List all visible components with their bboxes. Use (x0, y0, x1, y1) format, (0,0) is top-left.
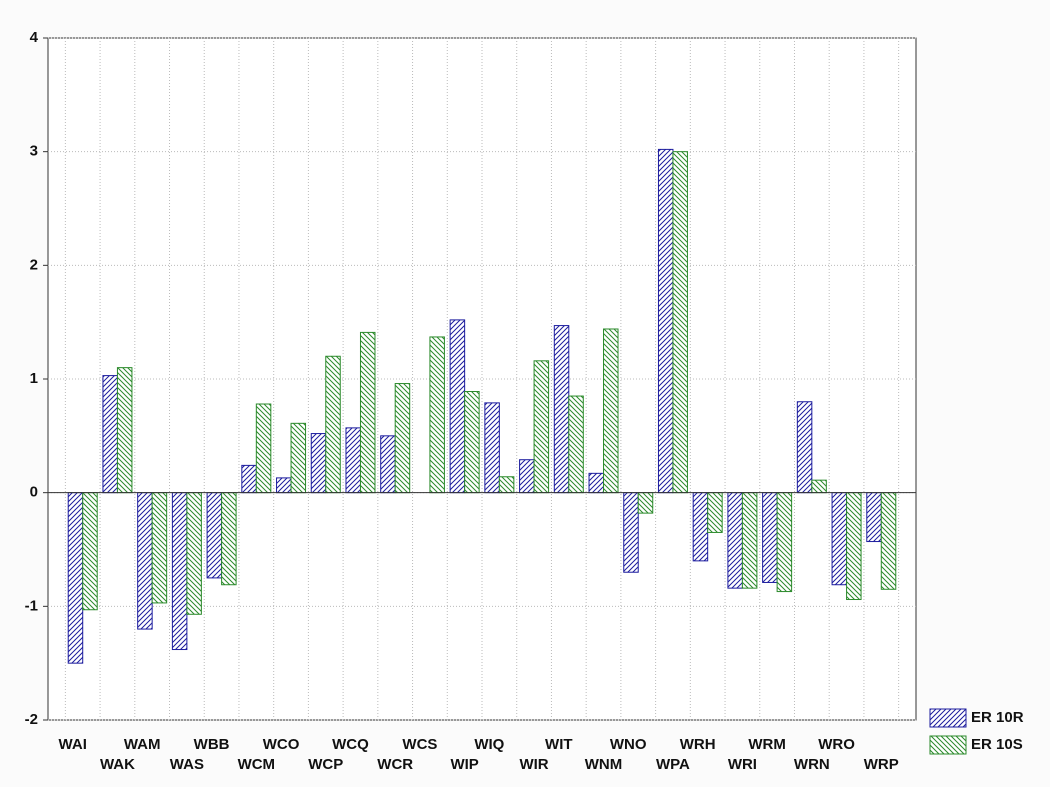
x-tick-label: WPA (656, 756, 690, 773)
bar (727, 492, 743, 589)
bar (255, 403, 272, 494)
bar (186, 492, 202, 615)
x-tick-label: WRI (728, 756, 757, 773)
bar (811, 479, 827, 494)
bar (380, 435, 396, 494)
bar (623, 492, 639, 573)
bar (290, 422, 307, 494)
bar (776, 492, 793, 593)
x-tick-label: WIP (450, 756, 478, 773)
bar (692, 492, 709, 562)
x-tick-label: WNM (585, 756, 623, 773)
y-tick-label: -1 (25, 597, 38, 614)
x-tick-label: WRH (680, 736, 716, 753)
bar (880, 492, 897, 590)
x-tick-label: WCO (263, 736, 300, 753)
bar (67, 492, 84, 664)
x-tick-label: WCR (377, 756, 413, 773)
bar (241, 464, 257, 494)
x-tick-label: WRO (818, 736, 855, 753)
x-tick-label: WCM (238, 756, 276, 773)
x-tick-label: WRM (748, 736, 786, 753)
x-tick-label: WIR (519, 756, 548, 773)
bar (637, 492, 654, 514)
bar (846, 492, 862, 601)
bar (762, 492, 778, 583)
x-tick-label: WIQ (474, 736, 504, 753)
x-tick-label: WRP (864, 756, 899, 773)
bar (553, 325, 570, 494)
bar (449, 319, 466, 494)
bar (831, 492, 848, 586)
legend-swatch (929, 708, 967, 728)
bar (707, 492, 723, 533)
x-tick-label: WBB (194, 736, 230, 753)
y-tick-label: 4 (30, 29, 39, 46)
bar (171, 492, 188, 651)
bar (603, 328, 619, 494)
bar (866, 492, 882, 543)
bar (116, 367, 133, 494)
bar (796, 401, 813, 494)
bar (276, 477, 292, 494)
x-tick-label: WAI (59, 736, 87, 753)
x-tick-label: WCS (402, 736, 437, 753)
y-tick-label: 0 (30, 484, 38, 501)
y-tick-label: 1 (30, 370, 38, 387)
x-tick-label: WAS (170, 756, 204, 773)
y-tick-label: 2 (30, 256, 38, 273)
bar (741, 492, 758, 589)
x-tick-label: WIT (545, 736, 573, 753)
x-tick-label: WAM (124, 736, 161, 753)
bar (345, 427, 361, 494)
bar (464, 391, 480, 494)
bar (325, 355, 341, 494)
bar (484, 402, 500, 494)
y-tick-label: 3 (30, 143, 38, 160)
bar (429, 336, 445, 494)
bar (519, 459, 535, 494)
bar (359, 331, 376, 494)
bar (394, 383, 411, 494)
bar (657, 148, 674, 494)
bar (137, 492, 153, 630)
bar (310, 433, 327, 494)
bar (82, 492, 98, 611)
x-tick-label: WCQ (332, 736, 369, 753)
y-tick-label: -2 (25, 711, 38, 728)
bar (102, 375, 118, 494)
bar (206, 492, 223, 579)
bar (151, 492, 168, 604)
x-tick-label: WAK (100, 756, 135, 773)
bar (498, 476, 515, 494)
legend-label: ER 10S (971, 736, 1023, 753)
bar (588, 472, 605, 494)
x-tick-label: WRN (794, 756, 830, 773)
legend-swatch (929, 735, 967, 755)
bar (568, 395, 584, 494)
bar (221, 492, 237, 586)
x-tick-label: WNO (610, 736, 647, 753)
bar (672, 151, 688, 494)
x-tick-label: WCP (308, 756, 343, 773)
legend-label: ER 10R (971, 709, 1024, 726)
bar (533, 360, 550, 494)
